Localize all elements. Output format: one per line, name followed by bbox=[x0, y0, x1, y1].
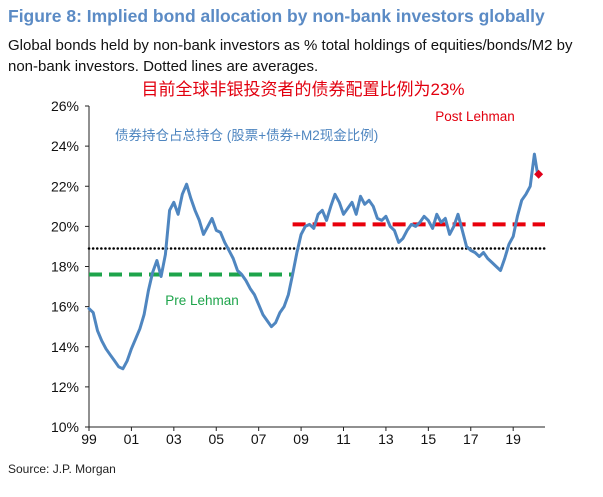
x-tick-label: 11 bbox=[336, 431, 351, 447]
chart-headline: 目前全球非银投资者的债券配置比例为23% bbox=[141, 80, 464, 99]
y-tick-label: 24% bbox=[51, 138, 79, 154]
pre-lehman-label: Pre Lehman bbox=[165, 293, 239, 308]
x-tick-label: 17 bbox=[463, 431, 479, 447]
y-tick-label: 26% bbox=[51, 98, 79, 114]
x-tick-label: 15 bbox=[421, 431, 437, 447]
x-tick-label: 01 bbox=[124, 431, 140, 447]
y-tick-label: 20% bbox=[51, 218, 79, 234]
figure-source: Source: J.P. Morgan bbox=[8, 462, 116, 476]
x-tick-label: 03 bbox=[166, 431, 182, 447]
figure-subtitle: Global bonds held by non-bank investors … bbox=[8, 37, 573, 75]
latest-value-markers bbox=[534, 169, 544, 179]
y-tick-label: 12% bbox=[51, 379, 79, 395]
y-axis-ticks: 10% 12% 14% 16% 18% 20% 22% 24% 26% bbox=[51, 98, 89, 435]
x-tick-label: 09 bbox=[293, 431, 309, 447]
y-tick-label: 18% bbox=[51, 259, 79, 275]
x-tick-label: 05 bbox=[208, 431, 224, 447]
x-tick-label: 13 bbox=[378, 431, 394, 447]
x-tick-label: 07 bbox=[251, 431, 267, 447]
series-line-0 bbox=[87, 152, 540, 371]
y-tick-label: 10% bbox=[51, 419, 79, 435]
post-lehman-label: Post Lehman bbox=[435, 109, 515, 124]
figure-title: Figure 8: Implied bond allocation by non… bbox=[8, 6, 545, 26]
series-lines bbox=[87, 152, 540, 371]
x-tick-label: 99 bbox=[81, 431, 97, 447]
x-axis-ticks: 99 01 03 05 07 09 11 13 15 17 19 bbox=[81, 427, 521, 447]
y-tick-label: 14% bbox=[51, 339, 79, 355]
y-tick-label: 22% bbox=[51, 178, 79, 194]
series-label: 债券持仓占总持仓 (股票+债券+M2现金比例) bbox=[115, 128, 378, 143]
x-tick-label: 19 bbox=[505, 431, 521, 447]
latest-value-marker bbox=[534, 169, 544, 179]
y-tick-label: 16% bbox=[51, 299, 79, 315]
